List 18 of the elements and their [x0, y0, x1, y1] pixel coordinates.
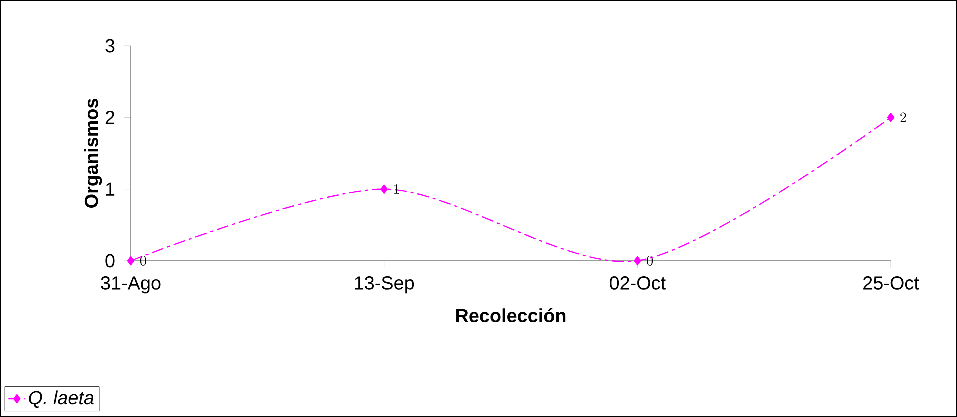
- x-tick-label: 02-Oct: [610, 276, 666, 290]
- y-tick-label: 2: [106, 111, 115, 124]
- x-axis-title: Recolección: [456, 308, 566, 323]
- point: [127, 256, 135, 266]
- point: [887, 113, 895, 122]
- y-tick-label: 3: [106, 39, 115, 53]
- x-tick-label: 31-Ago: [101, 276, 161, 294]
- data-label: 2: [900, 112, 906, 122]
- x-tick-label: 25-Oct: [864, 276, 920, 290]
- x-tick-label: 13-Sep: [355, 276, 414, 294]
- point: [634, 256, 642, 266]
- y-tick-label: 0: [106, 254, 115, 268]
- point: [380, 184, 388, 194]
- y-tick-label: 1: [106, 182, 115, 196]
- data-label: 0: [140, 256, 146, 266]
- data-label: 0: [647, 256, 654, 266]
- legend-label: Q. laeta: [29, 390, 94, 408]
- y-axis-title: Organismos: [84, 99, 102, 208]
